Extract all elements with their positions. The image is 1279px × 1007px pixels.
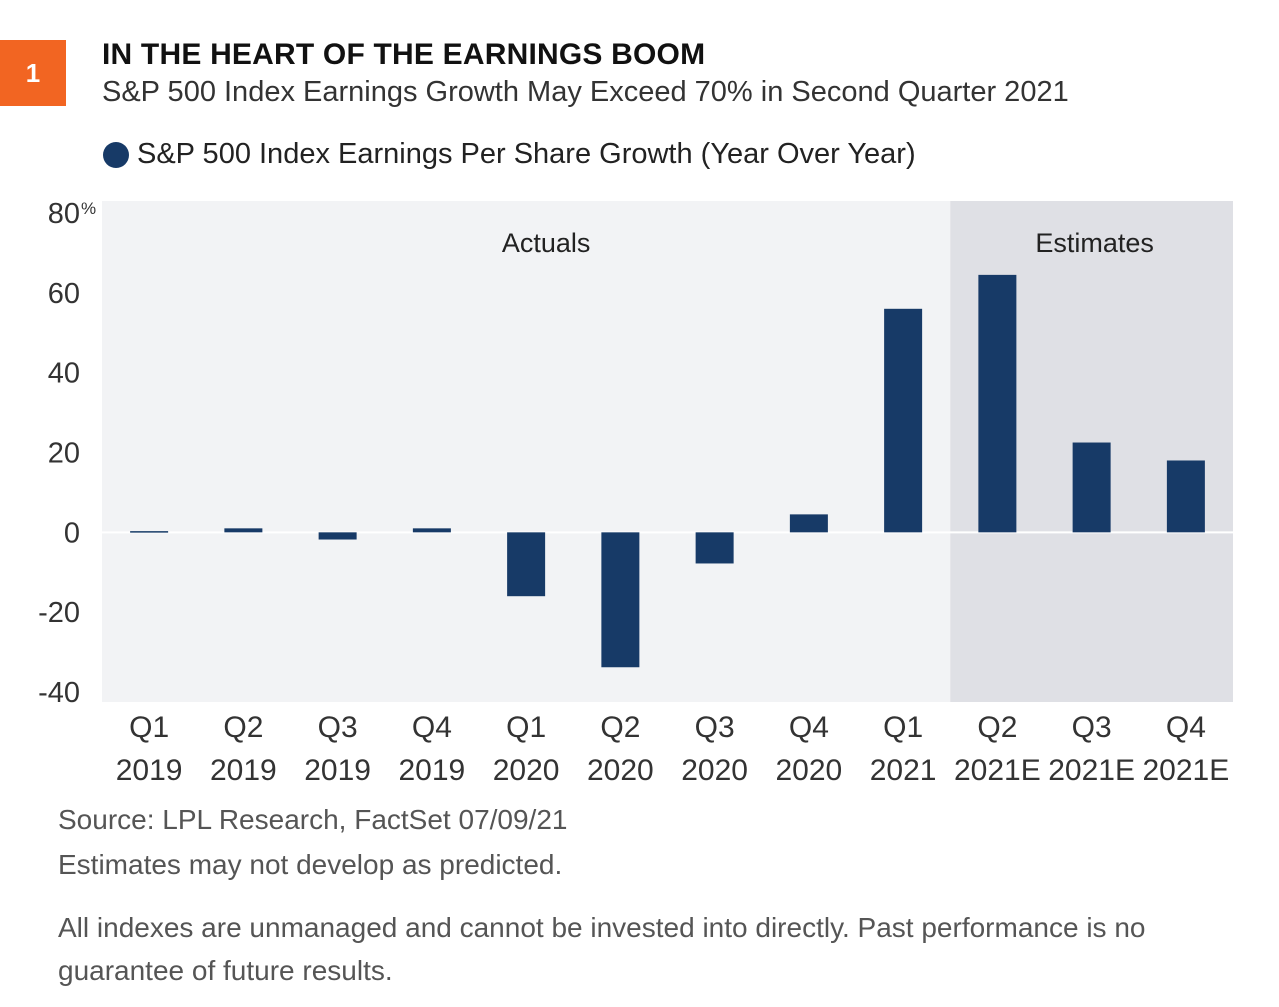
chart-subtitle: S&P 500 Index Earnings Growth May Exceed… <box>102 76 1069 108</box>
x-tick-label-quarter: Q3 <box>695 711 735 744</box>
legend-swatch <box>103 141 129 168</box>
x-tick-label-year: 2020 <box>681 754 748 787</box>
bar <box>1072 442 1111 533</box>
x-tick-label-year: 2019 <box>210 754 277 787</box>
bar <box>507 532 546 597</box>
bar-chart: Actuals Estimates 80 60 40 20 0 -20 -40% Q1 2019 Q2… <box>38 198 1233 787</box>
x-tick-label-year: 2019 <box>116 754 183 787</box>
x-tick-label-year: 2021E <box>1143 754 1230 787</box>
x-tick-label-year: 2020 <box>493 754 560 787</box>
x-tick-label-year: 2021E <box>954 754 1041 787</box>
x-tick-label-quarter: Q3 <box>318 711 358 744</box>
x-tick-label-year: 2019 <box>399 754 466 787</box>
bar <box>318 532 357 540</box>
y-tick-label: 40 <box>48 358 80 390</box>
legend-label: S&P 500 Index Earnings Per Share Growth … <box>137 138 916 170</box>
bar <box>601 532 640 668</box>
x-tick-label-year: 2019 <box>304 754 371 787</box>
bar <box>1166 460 1205 533</box>
bar <box>789 514 828 533</box>
x-tick-label-year: 2021 <box>870 754 937 787</box>
bar <box>130 531 169 533</box>
y-tick-label: 60 <box>48 278 80 310</box>
source-note: Source: LPL Research, FactSet 07/09/21 <box>58 804 568 835</box>
actuals-region <box>102 201 951 702</box>
y-tick-label: 80 <box>48 198 80 230</box>
y-axis-unit: % <box>81 199 96 218</box>
bar <box>695 532 734 564</box>
bar <box>412 528 451 533</box>
x-tick-label-quarter: Q2 <box>977 711 1017 744</box>
region-label-actuals: Actuals <box>502 228 591 258</box>
estimates-note: Estimates may not develop as predicted. <box>58 849 563 880</box>
y-tick-label: 0 <box>64 517 80 549</box>
disclaimer: All indexes are unmanaged and cannot be … <box>58 912 1146 986</box>
x-tick-label-year: 2021E <box>1048 754 1135 787</box>
x-tick-label-quarter: Q1 <box>506 711 546 744</box>
y-tick-label: -40 <box>38 677 80 709</box>
x-tick-label-quarter: Q4 <box>1166 711 1206 744</box>
x-tick-label-quarter: Q2 <box>223 711 263 744</box>
y-tick-label: -20 <box>38 597 80 629</box>
figure-number-badge: 1 <box>0 40 66 106</box>
x-tick-label-quarter: Q1 <box>129 711 169 744</box>
x-tick-label-quarter: Q3 <box>1072 711 1112 744</box>
bar <box>884 308 923 533</box>
region-label-estimates: Estimates <box>1035 228 1154 258</box>
y-tick-label: 20 <box>48 438 80 470</box>
bar <box>224 528 263 533</box>
x-tick-label-quarter: Q4 <box>412 711 452 744</box>
chart-title: IN THE HEART OF THE EARNINGS BOOM <box>102 38 706 71</box>
legend: S&P 500 Index Earnings Per Share Growth … <box>103 138 916 171</box>
bar <box>978 274 1017 533</box>
x-tick-label-year: 2020 <box>776 754 843 787</box>
x-tick-label-year: 2020 <box>587 754 654 787</box>
x-tick-label-quarter: Q1 <box>883 711 923 744</box>
x-tick-label-quarter: Q4 <box>789 711 829 744</box>
x-tick-label-quarter: Q2 <box>600 711 640 744</box>
